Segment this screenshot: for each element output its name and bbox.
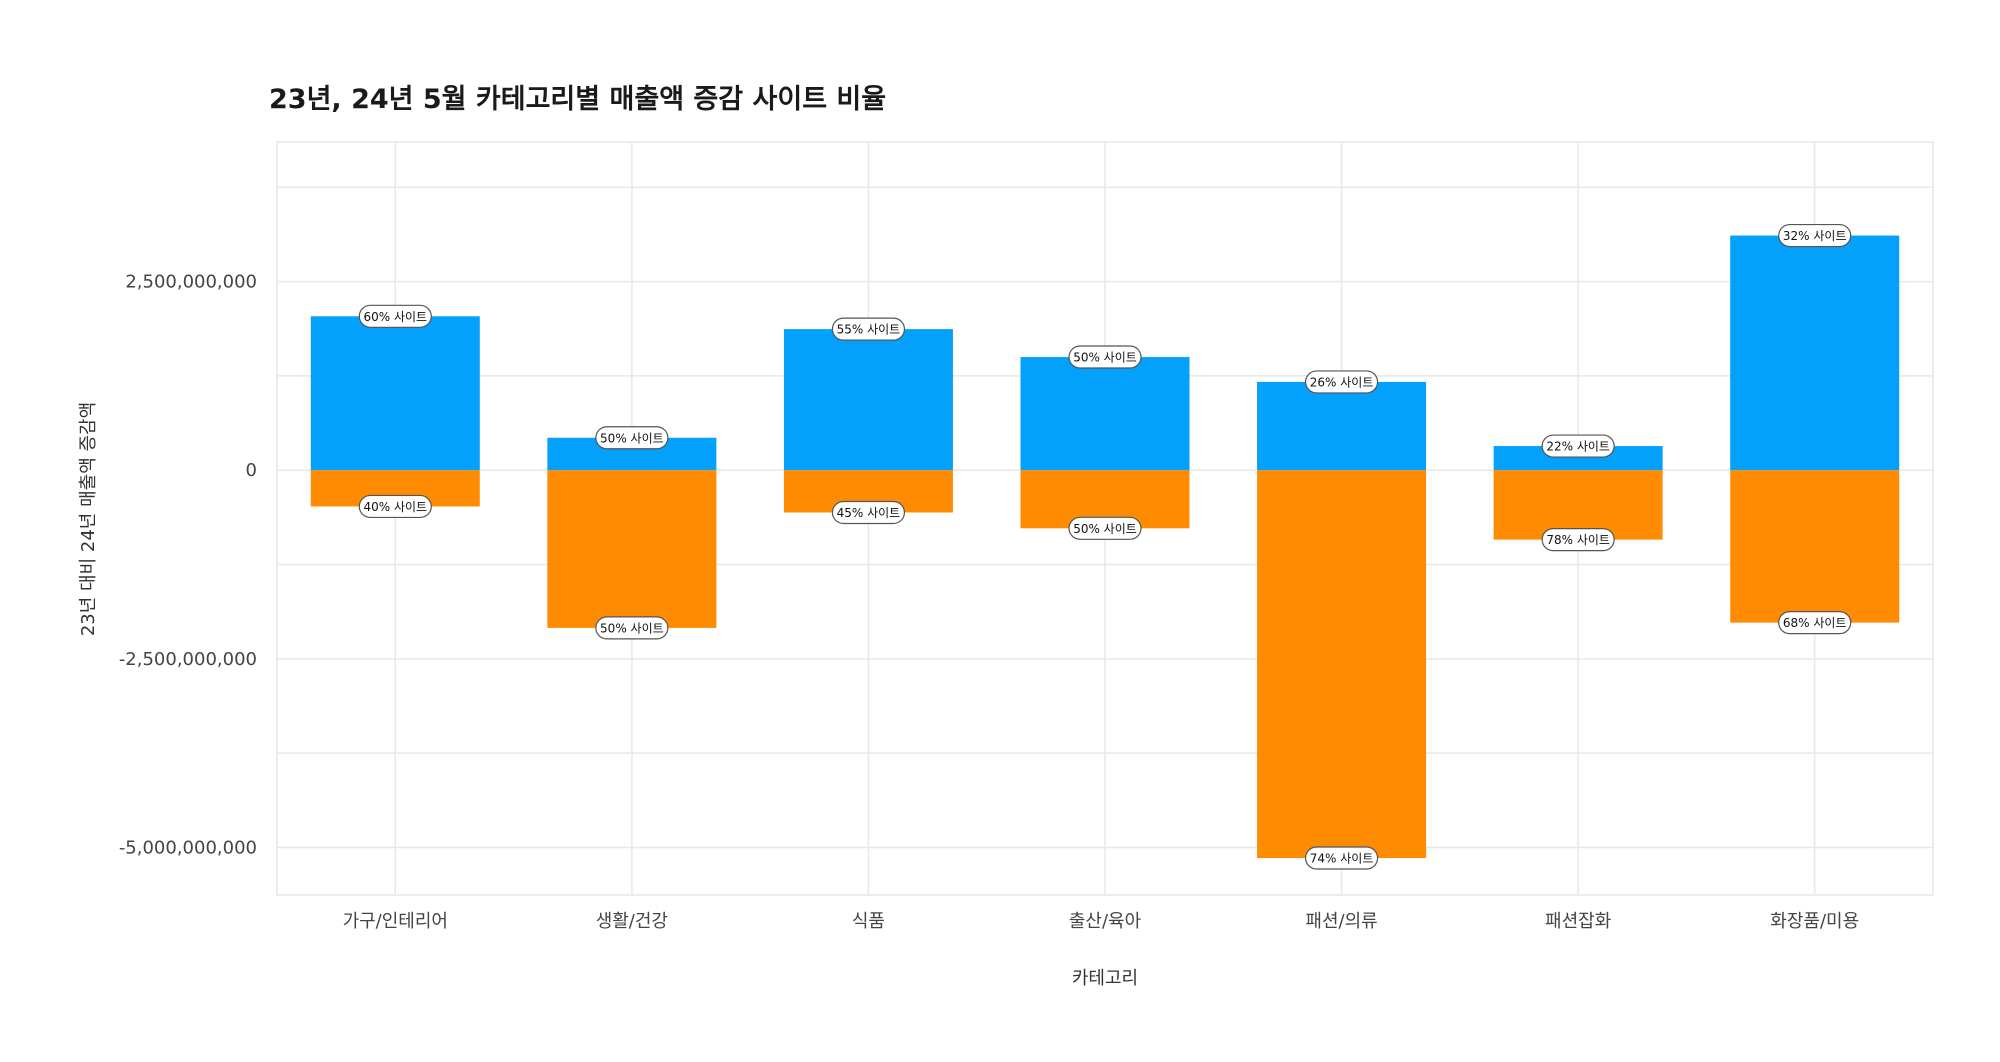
data-label: 74% 사이트 <box>1304 846 1379 870</box>
y-tick-label: 0 <box>246 460 257 481</box>
x-tick-label: 생활/건강 <box>596 911 668 932</box>
data-label-pill <box>595 426 669 450</box>
data-label-text: 50% 사이트 <box>1073 351 1137 365</box>
bar <box>1730 470 1900 623</box>
data-label-pill <box>1304 846 1379 870</box>
data-label: 40% 사이트 <box>358 494 432 519</box>
data-label-text: 32% 사이트 <box>1783 229 1847 243</box>
data-label: 78% 사이트 <box>1541 528 1615 552</box>
data-label-text: 40% 사이트 <box>363 500 427 514</box>
data-label-pill <box>1068 345 1142 369</box>
data-label-pill <box>1778 223 1852 248</box>
data-label: 68% 사이트 <box>1778 611 1852 635</box>
x-tick-label: 식품 <box>852 911 885 932</box>
x-tick-label: 가구/인테리어 <box>343 911 448 932</box>
data-label-pill <box>831 317 906 341</box>
x-tick-label: 패션잡화 <box>1545 911 1611 932</box>
y-tick-label: -5,000,000,000 <box>119 837 257 858</box>
bar <box>310 316 480 471</box>
data-label-pill <box>1541 528 1615 552</box>
y-axis-label: 23년 대비 24년 매출액 증감액 <box>78 402 99 636</box>
bar <box>1257 381 1427 471</box>
x-tick-label: 출산/육아 <box>1069 911 1142 932</box>
data-label-text: 50% 사이트 <box>1073 522 1137 536</box>
data-label-text: 68% 사이트 <box>1783 616 1847 630</box>
data-label-text: 50% 사이트 <box>600 431 664 445</box>
bars <box>310 235 1900 859</box>
bar <box>547 470 717 628</box>
data-label: 32% 사이트 <box>1778 223 1852 248</box>
data-label-text: 45% 사이트 <box>837 506 901 520</box>
data-label: 22% 사이트 <box>1541 434 1615 458</box>
data-label: 50% 사이트 <box>595 426 669 450</box>
data-label: 26% 사이트 <box>1304 370 1379 394</box>
data-label: 50% 사이트 <box>595 616 669 640</box>
x-axis-label: 카테고리 <box>1072 968 1138 989</box>
x-axis-ticks: 가구/인테리어 생활/건강 식품 출산/육아 패션/의류 패션잡화 화장품/미용 <box>343 911 1860 932</box>
y-axis-ticks: 2,500,000,000 0 -2,500,000,000 -5,000,000,0… <box>119 272 257 859</box>
data-label-text: 55% 사이트 <box>837 323 901 337</box>
bar <box>1020 357 1190 471</box>
data-labels: 60% 사이트 50% 사이트 55% 사이트 50% 사이트 26% 사이트 22% 사… <box>358 223 1852 870</box>
data-label-pill <box>595 616 669 640</box>
x-tick-label: 화장품/미용 <box>1770 911 1859 932</box>
data-label: 50% 사이트 <box>1068 516 1142 540</box>
bar <box>1257 470 1427 859</box>
chart-title: 23년, 24년 5월 카테고리별 매출액 증감 사이트 비율 <box>269 84 886 115</box>
data-label-text: 60% 사이트 <box>363 310 427 324</box>
bar <box>1730 235 1900 471</box>
data-label-text: 78% 사이트 <box>1546 533 1610 547</box>
bar <box>783 329 953 471</box>
data-label-pill <box>1304 370 1379 394</box>
data-label: 45% 사이트 <box>831 500 906 525</box>
data-label-pill <box>358 304 432 328</box>
data-label-pill <box>358 494 432 519</box>
data-label-text: 22% 사이트 <box>1546 440 1610 454</box>
data-label-pill <box>1778 611 1852 635</box>
data-label-text: 50% 사이트 <box>600 621 664 635</box>
data-label: 60% 사이트 <box>358 304 432 328</box>
data-label: 50% 사이트 <box>1068 345 1142 369</box>
data-label-pill <box>1068 516 1142 540</box>
data-label-pill <box>831 500 906 525</box>
y-tick-label: 2,500,000,000 <box>125 272 257 293</box>
data-label-pill <box>1541 434 1615 458</box>
data-label-text: 26% 사이트 <box>1310 375 1374 389</box>
y-tick-label: -2,500,000,000 <box>119 649 257 670</box>
data-label-text: 74% 사이트 <box>1310 852 1374 866</box>
x-tick-label: 패션/의류 <box>1305 911 1377 932</box>
data-label: 55% 사이트 <box>831 317 906 341</box>
